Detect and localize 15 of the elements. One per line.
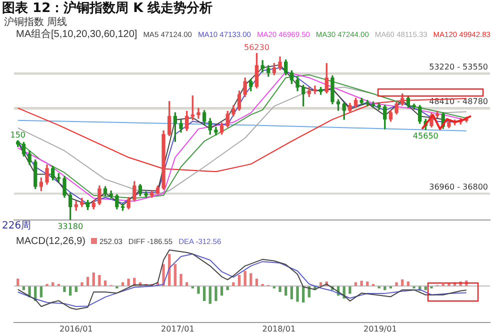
legend-title: MA组合[5,10,20,30,60,120] bbox=[16, 29, 138, 40]
legend-title: MACD(12,26,9) bbox=[16, 236, 86, 247]
text: 226周 bbox=[2, 220, 32, 232]
x-tick-label: 2019/01 bbox=[364, 324, 397, 334]
annotation: 56230 bbox=[244, 43, 270, 52]
band-label: 36960 - 36800 bbox=[429, 182, 488, 192]
band-label: 53220 - 53550 bbox=[429, 62, 488, 72]
x-tick-label: 2016/01 bbox=[60, 324, 93, 334]
annotation: 33180 bbox=[58, 222, 84, 232]
chart-title: 图表 12：沪铜指数周 K 线走势分析 bbox=[1, 0, 214, 16]
x-tick-label: 2018/01 bbox=[262, 324, 296, 334]
x-tick-label: 2017/01 bbox=[161, 324, 194, 334]
annotation: 150 bbox=[10, 130, 26, 140]
chart-subtitle: 沪铜指数 周线 bbox=[3, 17, 68, 29]
annotation: 45650 bbox=[412, 132, 438, 141]
